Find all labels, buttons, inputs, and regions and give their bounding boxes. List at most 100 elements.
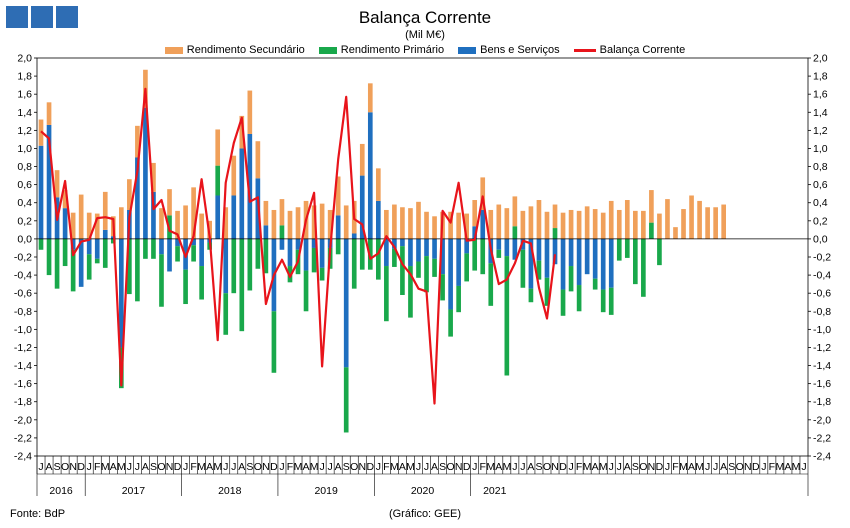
x-month-label: S: [343, 461, 350, 473]
y-tick-label-right: 1,2: [813, 125, 828, 137]
bar-segment: [472, 200, 478, 227]
bar-segment: [62, 238, 68, 267]
x-month-label: J: [223, 461, 228, 473]
bar-segment: [448, 309, 453, 337]
bar-segment: [311, 238, 317, 248]
bar-segment: [392, 248, 397, 267]
x-month-label: J: [127, 461, 132, 473]
x-month-label: F: [383, 461, 389, 473]
y-tick-label-right: 1,6: [813, 89, 828, 101]
bar-segment: [697, 200, 702, 239]
x-month-label: M: [599, 461, 608, 473]
x-month-label: A: [527, 461, 534, 473]
x-year-label: 2017: [122, 485, 146, 497]
x-month-label: J: [319, 461, 324, 473]
x-month-label: A: [688, 461, 695, 473]
x-month-label: F: [94, 461, 100, 473]
bar-segment: [38, 238, 44, 250]
bar-segment: [432, 216, 437, 239]
bar-segment: [367, 112, 373, 239]
bar-segment: [616, 238, 622, 261]
legend-swatch-blue-icon: [458, 46, 477, 54]
bar-segment: [392, 238, 397, 249]
bar-segment: [632, 238, 638, 285]
bar-segment: [343, 367, 349, 433]
bar-segment: [279, 225, 285, 239]
bar-segment: [231, 238, 237, 294]
x-month-label: O: [254, 461, 262, 473]
y-tick-label-right: -0,8: [813, 306, 831, 318]
bar-segment: [199, 213, 204, 239]
bar-segment: [375, 238, 381, 280]
y-tick-label-right: -2,2: [813, 432, 831, 444]
bar-segment: [512, 238, 518, 260]
bar-segment: [496, 238, 502, 250]
x-month-label: J: [279, 461, 284, 473]
y-tick-label-right: 1,0: [813, 143, 828, 155]
x-month-label: M: [117, 461, 126, 473]
legend-label: Bens e Serviços: [480, 44, 560, 56]
legend-item-rendimento-primario: Rendimento Primário: [318, 44, 444, 56]
bar-segment: [279, 238, 285, 250]
bar-segment: [199, 238, 204, 267]
bar-segment: [665, 199, 670, 239]
bar-segment: [351, 238, 357, 289]
bar-segment: [576, 285, 582, 312]
bar-segment: [319, 203, 325, 239]
bar-segment: [448, 238, 453, 310]
bar-segment: [480, 177, 486, 210]
bar-segment: [94, 258, 100, 264]
bar-segment: [584, 206, 590, 239]
y-tick-label-right: 1,8: [813, 71, 828, 83]
x-month-label: O: [736, 461, 744, 473]
bar-segment: [239, 238, 245, 332]
bar-segment: [536, 200, 542, 239]
bar-segment: [143, 107, 148, 239]
bar-segment: [464, 238, 470, 254]
x-month-label: N: [262, 461, 270, 473]
x-month-label: N: [455, 461, 463, 473]
y-tick-label-left: 1,8: [17, 71, 32, 83]
bar-segment: [191, 238, 196, 246]
legend-swatch-green-icon: [318, 46, 337, 54]
bar-segment: [375, 200, 381, 239]
x-month-label: N: [166, 461, 174, 473]
y-tick-label-right: -1,6: [813, 378, 831, 390]
bar-segment: [608, 238, 614, 288]
legend-item-bens-servicos: Bens e Serviços: [458, 44, 560, 56]
bar-segment: [70, 212, 76, 239]
bar-segment: [592, 209, 598, 239]
chart-title: Balança Corrente: [358, 8, 492, 27]
bar-segment: [183, 205, 188, 239]
bar-segment: [528, 206, 534, 239]
bar-segment: [62, 190, 68, 209]
x-month-label: J: [520, 461, 525, 473]
bar-segment: [46, 124, 52, 239]
legend-swatch-orange-icon: [164, 46, 183, 54]
y-tick-label-left: 0,8: [17, 161, 32, 173]
bar-segment: [279, 199, 285, 226]
bar-segment: [560, 212, 566, 239]
bar-segment: [271, 209, 277, 239]
y-tick-label-right: 0,4: [813, 197, 828, 209]
x-month-label: J: [38, 461, 43, 473]
bar-segment: [239, 148, 245, 239]
bar-segment: [568, 266, 574, 292]
x-month-label: A: [784, 461, 791, 473]
bar-segment: [560, 289, 566, 316]
x-month-label: A: [624, 461, 631, 473]
bar-segment: [135, 125, 140, 158]
logo: [6, 6, 78, 28]
bar-segment: [135, 157, 140, 239]
bar-segment: [721, 204, 727, 239]
bar-segment: [118, 238, 124, 348]
bar-segment: [456, 238, 461, 286]
y-tick-label-left: 2,0: [17, 53, 32, 65]
bar-segment: [432, 238, 437, 259]
bar-segment: [215, 165, 221, 196]
bar-segment: [512, 196, 518, 227]
x-month-label: M: [101, 461, 110, 473]
x-month-label: M: [583, 461, 592, 473]
bar-segment: [167, 238, 172, 272]
